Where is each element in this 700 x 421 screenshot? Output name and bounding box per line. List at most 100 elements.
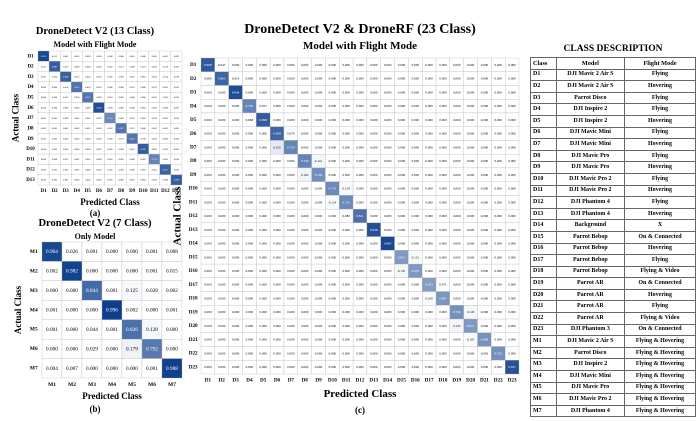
x-tick-label: D7 [288,377,295,383]
cell-value-label: 0.000 [246,338,254,342]
cell-value-label: 0.000 [287,351,295,355]
cell-value-label: 0.000 [329,63,337,67]
cell-value-label: 0.002 [85,180,91,182]
cell-value-label: 0.000 [141,56,147,58]
cell-value-label: 0.013 [52,56,58,58]
y-tick-label: D7 [27,116,34,121]
cell-value-label: 0.000 [481,228,489,232]
cell-value-label: 0.000 [329,269,337,273]
cell-value-label: 0.000 [246,132,254,136]
desc-row: D18 Parrot Bebop Flying & Video [530,265,697,279]
cell-value-label: 0.005 [96,66,102,68]
desc-cell: Flying [623,172,697,186]
cell-value-label: 0.000 [453,104,461,108]
cell-value-label: 0.002 [152,77,158,79]
cell-value-label: 0.000 [301,269,309,273]
chart-a-caption: (a) [89,208,101,218]
cell-value-label: 0.000 [453,118,461,122]
cell-value-label: 0.000 [246,283,254,287]
y-tick-label: D1 [190,62,197,68]
cell-value-label: 0.000 [287,159,295,163]
cell-value-label: 0.000 [174,138,180,140]
cell-value-label: 0.000 [425,324,433,328]
cell-value-label: 0.000 [273,118,281,122]
desc-cell: D10 [530,172,557,186]
desc-cell: DJI Mavic 2 Air S [555,335,625,348]
cell-value-label: 0.000 [166,327,178,333]
cell-value-label: 0.000 [356,200,364,204]
cell-value-label: 0.002 [130,118,136,120]
cell-value-label: 0.000 [370,324,378,328]
cell-value-label: 0.000 [425,104,433,108]
cell-value-label: 0.000 [86,269,98,275]
cell-value-label: 0.000 [315,214,323,218]
cell-value-label: 0.000 [204,310,212,314]
heatmap-cell-c [505,360,520,375]
cell-value-label: 0.000 [246,145,254,149]
cell-value-label: 0.000 [260,365,268,369]
cell-value-label: 0.000 [287,187,295,191]
cell-value-label: 0.000 [46,288,58,294]
cell-value-label: 0.000 [384,338,392,342]
cell-value-label: 0.000 [425,228,433,232]
cell-value-label: 0.002 [107,169,113,171]
cell-value-label: 0.000 [52,87,58,89]
y-tick-label: D8 [190,158,197,164]
cell-value-label: 0.000 [439,228,447,232]
cell-value-label: 0.000 [439,63,447,67]
cell-value-label: 0.000 [370,145,378,149]
desc-row: M6 DJI Mavic Pro 2 Flying & Hovering [530,393,697,406]
cell-value-label: 0.001 [46,327,58,333]
cell-value-label: 0.001 [86,249,98,255]
cell-value-label: 0.002 [174,56,180,58]
cell-value-label: 0.000 [329,228,337,232]
desc-cell: Flying & Video [623,312,697,325]
cell-value-label: 0.000 [467,90,475,94]
y-tick-label: M4 [30,307,38,313]
desc-cell: Parrot Bebop [555,254,625,267]
cell-value-label: 0.000 [260,310,268,314]
y-tick-label: D2 [27,65,34,70]
x-tick-label: D2 [219,377,226,383]
y-tick-label: D17 [189,282,198,288]
cell-value-label: 0.000 [342,145,350,149]
cell-value-label: 0.000 [384,77,392,81]
desc-cell: Parrot AR [555,288,625,302]
cell-value-label: 0.026 [66,249,78,255]
desc-cell: M3 [530,358,557,372]
cell-value-label: 0.000 [453,159,461,163]
cell-value-label: 0.002 [118,97,124,99]
cell-value-label: 0.000 [412,132,420,136]
cell-value-label: 0.000 [287,228,295,232]
cell-value-label: 0.826 [126,327,138,333]
y-tick-label: D22 [189,351,198,357]
cell-value-label: 0.162 [301,173,309,177]
cell-value-label: 0.000 [66,346,78,352]
cell-value-label: 0.000 [260,200,268,204]
cell-value-label: 0.000 [273,63,281,67]
cell-value-label: 0.000 [384,365,392,369]
cell-value-label: 0.000 [232,159,240,163]
cell-value-label: 0.000 [232,145,240,149]
cell-value-label: 0.965 [384,242,392,246]
desc-cell: Flying & Hovering [623,404,697,418]
desc-cell: M7 [530,404,557,418]
cell-value-label: 0.000 [425,145,433,149]
cell-value-label: 0.002 [126,308,138,314]
cell-value-label: 0.000 [384,269,392,273]
cell-value-label: 0.000 [412,63,420,67]
cell-value-label: 0.000 [508,63,516,67]
desc-row: M2 Parrot Disco Flying & Hovering [530,346,697,360]
cell-value-label: 0.000 [74,149,80,151]
cell-value-label: 0.000 [315,255,323,259]
desc-cell: Parrot Bebop [555,230,625,244]
cell-value-label: 0.000 [232,365,240,369]
cell-value-label: 0.000 [287,324,295,328]
cell-value-label: 0.074 [287,132,295,136]
cell-value-label: 0.000 [398,90,406,94]
cell-value-label: 0.000 [126,269,138,275]
y-tick-label: M3 [30,288,38,294]
cell-value-label: 0.000 [260,296,268,300]
cell-value-label: 0.005 [141,77,147,79]
desc-cell: Hovering [623,161,697,174]
